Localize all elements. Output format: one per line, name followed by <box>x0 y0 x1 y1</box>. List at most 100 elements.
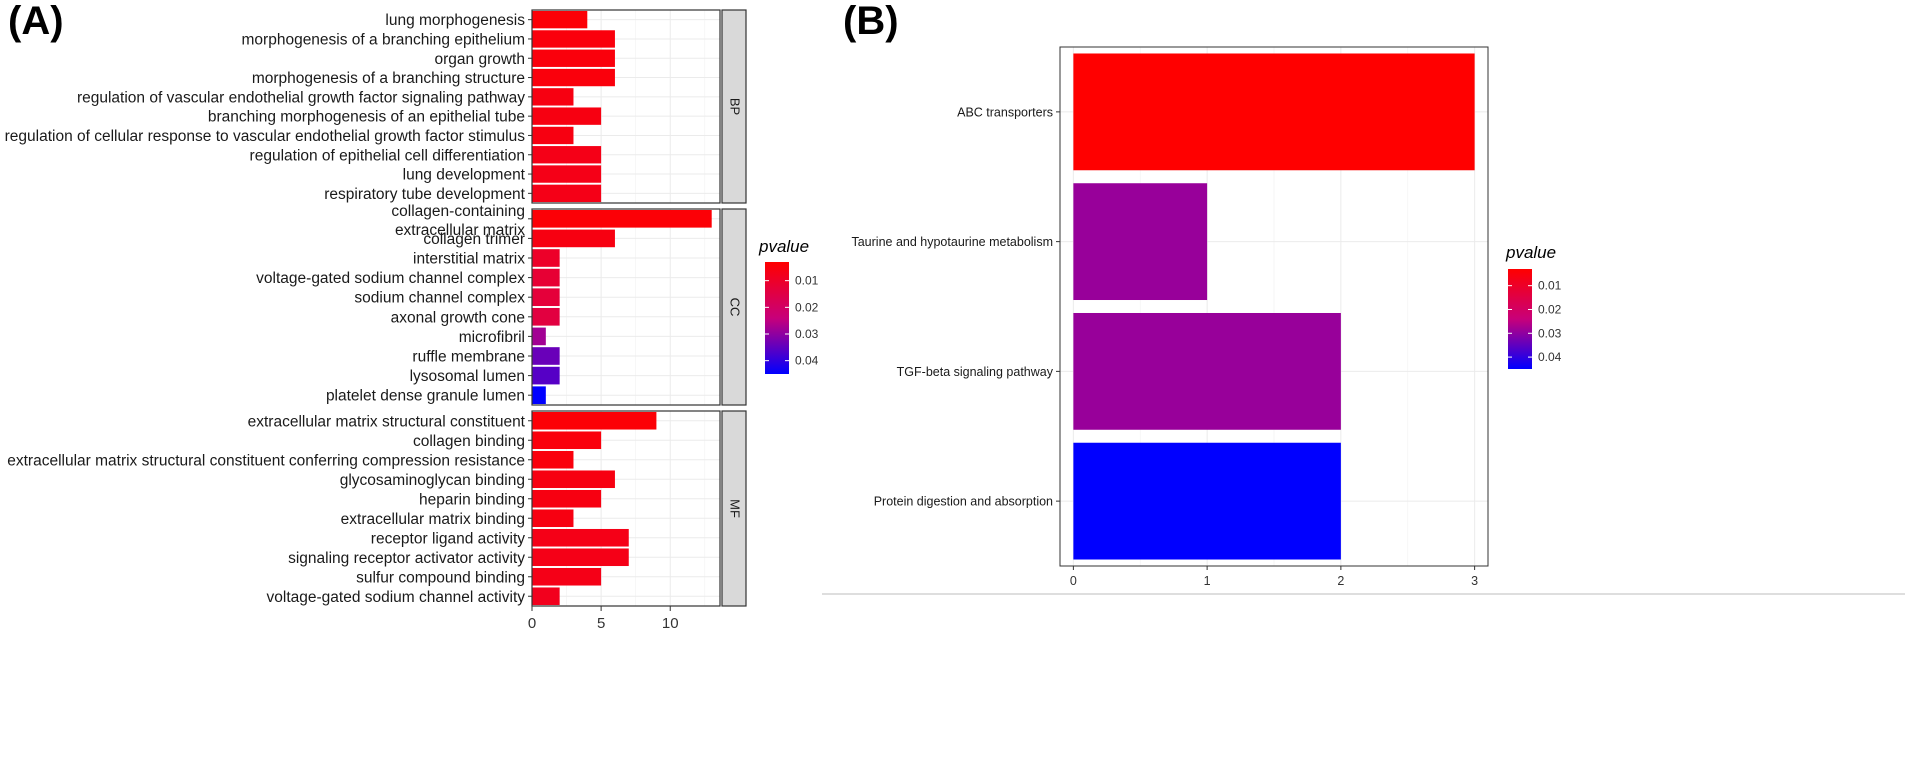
panel-b-chart: ABC transporters Taurine and hypotaurine … <box>822 46 1905 595</box>
category-label: voltage-gated sodium channel complex <box>256 270 525 287</box>
category-label: sulfur compound binding <box>356 569 525 586</box>
category-label: regulation of vascular endothelial growt… <box>77 89 525 106</box>
panel-b-label: (B) <box>843 0 899 43</box>
bar-extracellular-matrix-structural-constituent-conferring-compression-resistance <box>532 450 574 469</box>
category-label: TGF-beta signaling pathway <box>897 365 1054 379</box>
legend-title: pvalue <box>758 237 809 256</box>
category-label: respiratory tube development <box>324 186 525 203</box>
x-tick-label: 5 <box>597 615 605 632</box>
bar-regulation-of-vascular-endothelial-growth-factor-signaling-pathway <box>532 88 574 106</box>
category-label: extracellular matrix binding <box>341 511 525 528</box>
bar-voltage-gated-sodium-channel-complex <box>532 268 560 287</box>
category-label: interstitial matrix <box>413 251 525 268</box>
bar-regulation-of-cellular-response-to-vascular-endothelial-growth-factor-stimulus <box>532 126 574 145</box>
bar-heparin-binding <box>532 489 602 508</box>
category-label: regulation of epithelial cell differenti… <box>250 147 525 164</box>
bar-sulfur-compound-binding <box>532 567 602 586</box>
facet-panel-border <box>531 410 721 607</box>
bar-respiratory-tube-development <box>532 184 602 203</box>
bar-platelet-dense-granule-lumen <box>532 386 546 405</box>
bar-sodium-channel-complex <box>532 288 560 307</box>
bar-collagen-trimer <box>532 229 615 248</box>
bar-receptor-ligand-activity <box>532 528 629 547</box>
bar-lysosomal-lumen <box>532 366 560 385</box>
bar-extracellular-matrix-binding <box>532 509 574 528</box>
bar-collagen-containing-extracellular-matrix <box>532 209 712 228</box>
bar-regulation-of-epithelial-cell-differentiation <box>532 146 602 164</box>
facet-strip <box>721 9 747 204</box>
legend-tick-label: 0.04 <box>1538 350 1562 364</box>
facet-strip-label: CC <box>728 298 743 317</box>
bar-organ-growth <box>532 49 615 67</box>
x-tick-label: 0 <box>528 615 536 632</box>
panel-a-chart: lung morphogenesis morphogenesis of a bra… <box>5 9 819 632</box>
bar-morphogenesis-of-a-branching-epithelium <box>532 30 615 48</box>
category-label: morphogenesis of a branching structure <box>252 70 525 87</box>
category-label: morphogenesis of a branching epithelium <box>242 31 525 48</box>
panel-a-label: (A) <box>8 0 64 43</box>
bar-lung-development <box>532 165 602 183</box>
x-tick-label: 3 <box>1471 574 1478 588</box>
category-label: ABC transporters <box>957 105 1053 119</box>
category-label: regulation of cellular response to vascu… <box>5 128 526 145</box>
category-label: platelet dense granule lumen <box>326 388 525 405</box>
category-label: glycosaminoglycan binding <box>340 472 525 489</box>
category-label: branching morphogenesis of an epithelial… <box>208 109 525 126</box>
category-label: lysosomal lumen <box>410 368 525 385</box>
category-label: heparin binding <box>419 491 525 508</box>
bar-lung-morphogenesis <box>532 10 588 29</box>
legend-tick-label: 0.03 <box>795 327 819 341</box>
bar-ruffle-membrane <box>532 347 560 365</box>
category-label: collagen-containing <box>391 203 525 220</box>
bar-signaling-receptor-activator-activity <box>532 548 629 567</box>
category-label: extracellular matrix <box>395 222 525 239</box>
legend-title: pvalue <box>1505 243 1556 262</box>
category-label: extracellular matrix structural constitu… <box>248 413 526 430</box>
legend-tick-label: 0.02 <box>795 300 819 314</box>
panel-border <box>1059 46 1489 567</box>
bar-protein-digestion-and-absorption <box>1073 442 1341 560</box>
bar-axonal-growth-cone <box>532 307 560 326</box>
category-label: organ growth <box>435 51 525 68</box>
bar-glycosaminoglycan-binding <box>532 470 615 489</box>
facet-panel-border <box>531 208 721 406</box>
facet-panel-border <box>531 9 721 204</box>
legend-tick-label: 0.01 <box>1538 279 1562 293</box>
category-label: collagen trimer <box>423 231 525 248</box>
bar-abc-transporters <box>1073 53 1475 171</box>
x-tick-label: 10 <box>662 615 679 632</box>
category-label: lung development <box>403 167 526 184</box>
category-label: voltage-gated sodium channel activity <box>267 589 526 606</box>
legend-tick-label: 0.03 <box>1538 326 1562 340</box>
category-label: receptor ligand activity <box>371 530 525 547</box>
facet-strip-label: BP <box>728 98 743 115</box>
legend-colorbar <box>765 262 789 374</box>
category-label: microfibril <box>459 329 525 346</box>
x-tick-label: 1 <box>1204 574 1211 588</box>
bar-taurine-and-hypotaurine-metabolism <box>1073 183 1208 301</box>
bar-interstitial-matrix <box>532 249 560 267</box>
facet-strip <box>721 410 747 607</box>
bar-morphogenesis-of-a-branching-structure <box>532 68 615 87</box>
category-label: ruffle membrane <box>412 349 525 366</box>
category-label: sodium channel complex <box>354 290 525 307</box>
x-tick-label: 2 <box>1337 574 1344 588</box>
category-label: Taurine and hypotaurine metabolism <box>851 235 1053 249</box>
legend-tick-label: 0.02 <box>1538 302 1562 316</box>
bar-voltage-gated-sodium-channel-activity <box>532 587 560 606</box>
x-tick-label: 0 <box>1070 574 1077 588</box>
facet-strip <box>721 208 747 406</box>
bar-collagen-binding <box>532 431 602 450</box>
category-label: collagen binding <box>413 433 525 450</box>
category-label: signaling receptor activator activity <box>288 550 525 567</box>
legend-tick-label: 0.04 <box>795 354 819 368</box>
bar-branching-morphogenesis-of-an-epithelial-tube <box>532 107 602 125</box>
bar-tgf-beta-signaling-pathway <box>1073 312 1341 430</box>
category-label: extracellular matrix structural constitu… <box>7 452 525 469</box>
category-label: lung morphogenesis <box>385 12 525 29</box>
facet-strip-label: MF <box>728 499 743 518</box>
legend-tick-label: 0.01 <box>795 274 819 288</box>
legend-colorbar <box>1508 269 1532 369</box>
bar-microfibril <box>532 327 546 346</box>
